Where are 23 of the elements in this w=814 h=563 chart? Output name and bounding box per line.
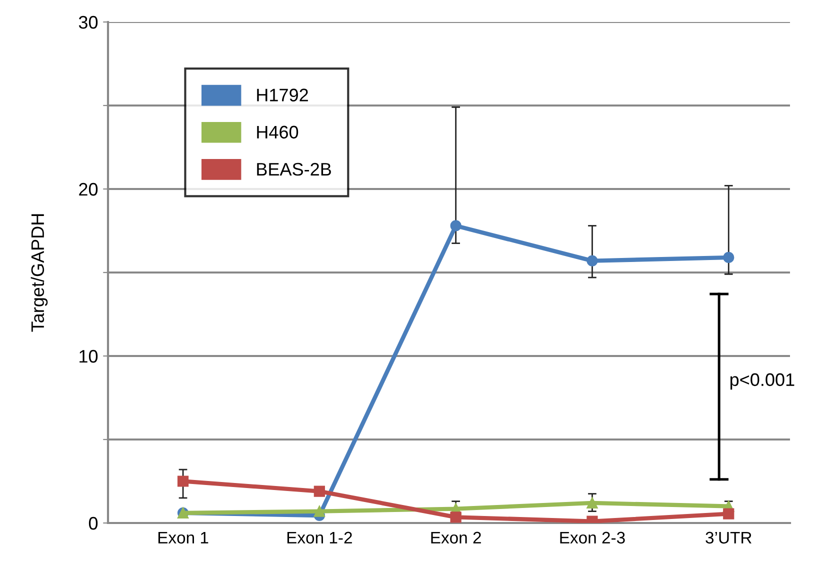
- y-tick-label: 30: [78, 16, 98, 29]
- y-axis-title: Target/GAPDH: [30, 214, 48, 332]
- point: [586, 497, 598, 509]
- legend-label: BEAS-2B: [257, 162, 331, 176]
- point: [586, 255, 598, 266]
- x-tick-label: Exon 2: [431, 532, 481, 544]
- y-tick-label: 0: [88, 516, 98, 530]
- x-tick-label: Exon 2-3: [560, 532, 625, 544]
- point: [723, 252, 734, 264]
- x-tick-label: Exon 1: [158, 532, 208, 544]
- point: [450, 220, 462, 232]
- x-tick-label: Exon 1-2: [287, 532, 352, 544]
- point: [314, 486, 325, 497]
- point: [314, 506, 325, 517]
- legend-label: H460: [257, 126, 298, 139]
- legend-label: H1792: [257, 88, 308, 102]
- y-tick-label: 10: [80, 350, 98, 363]
- point: [177, 476, 189, 487]
- point: [723, 508, 734, 520]
- annotation: p<0.001: [730, 373, 794, 390]
- x-tick-label: 3’UTR: [706, 532, 752, 544]
- y-tick-label: 20: [79, 182, 98, 196]
- point: [450, 512, 462, 523]
